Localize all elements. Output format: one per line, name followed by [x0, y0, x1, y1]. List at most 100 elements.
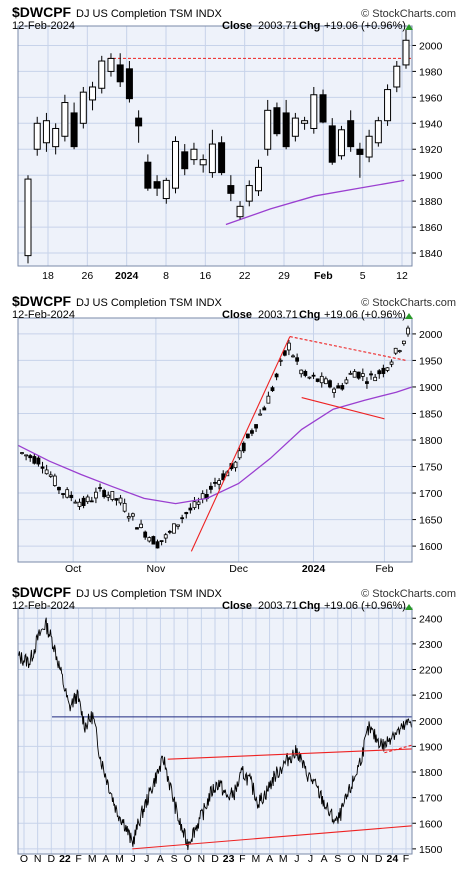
y-tick-label: 2400	[419, 613, 443, 625]
candle-body	[337, 129, 345, 157]
candle-body	[81, 497, 86, 507]
candle-body	[162, 179, 170, 200]
y-tick-label: 1980	[419, 66, 443, 78]
candle-body	[181, 151, 189, 170]
y-tick-label: 1940	[419, 118, 443, 130]
chart-date: 12-Feb-2024	[12, 600, 75, 612]
x-tick-label: N	[34, 853, 42, 865]
candle-body	[213, 482, 217, 484]
candle-body	[135, 117, 143, 127]
candle-body	[303, 370, 308, 376]
candle-body	[20, 452, 24, 454]
candle-body	[340, 385, 345, 390]
candle-body	[85, 496, 90, 503]
trendline	[301, 397, 385, 420]
chart-panel-daily-medium: 1600 1650 1700 1750 1800 1850 1900 1950 2000 Oct N…	[10, 293, 462, 575]
candle-body	[24, 178, 32, 257]
plot-frame	[17, 317, 413, 563]
y-tick-label: 1900	[419, 170, 443, 182]
candle-body	[264, 109, 272, 150]
candle-body	[153, 181, 161, 189]
y-tick-label: 1950	[419, 355, 443, 367]
chart-svg-daily-short: 1840 1860 1880 1900 1920 1940 1960 1980 2000 18 26…	[12, 4, 456, 282]
chg-value: +19.06 (+0.96%)	[324, 20, 406, 32]
candle-body	[282, 350, 287, 356]
candle-body	[116, 64, 124, 83]
candle-body	[236, 205, 244, 218]
candle-body	[237, 450, 242, 459]
x-tick-label: N	[198, 853, 206, 865]
candle-body	[89, 86, 97, 101]
plot-frame	[17, 607, 413, 855]
candle-body	[336, 385, 341, 389]
candle-body	[32, 456, 37, 464]
y-tick-label: 1800	[419, 767, 443, 779]
candle-body	[192, 501, 197, 509]
candle-body	[110, 491, 115, 500]
candle-body	[315, 378, 320, 382]
y-tick-label: 1900	[419, 382, 443, 394]
candle-body	[106, 494, 111, 498]
x-tick-label: A	[321, 853, 328, 865]
x-tick-label: 8	[163, 270, 169, 282]
candle-body	[356, 148, 364, 155]
candle-body	[139, 523, 143, 528]
candle-body	[172, 140, 180, 189]
candle-body	[40, 466, 45, 469]
x-tick-label: J	[294, 853, 299, 865]
candle-body	[77, 501, 82, 507]
close-label: Close	[222, 20, 252, 32]
candle-body	[365, 381, 369, 384]
candle-body	[291, 355, 295, 358]
x-tick-label: 18	[42, 270, 54, 282]
trendline	[167, 748, 413, 760]
candle-body	[323, 378, 328, 385]
candle-body	[208, 485, 213, 490]
candle-body	[180, 517, 185, 520]
candle-body	[270, 387, 275, 392]
candle-body	[273, 107, 281, 135]
trendline	[132, 825, 413, 850]
x-tick-label: 26	[81, 270, 93, 282]
candle-body	[118, 497, 123, 504]
candle-body	[319, 375, 324, 384]
candle-body	[347, 120, 355, 148]
candle-body	[176, 524, 180, 527]
y-tick-label: 2200	[419, 665, 443, 677]
plot-frame	[17, 25, 413, 267]
chart-name: DJ US Completion TSM INDX	[76, 588, 223, 600]
y-tick-label: 1840	[419, 248, 443, 260]
candle-body	[254, 166, 262, 192]
x-tick-label: A	[157, 853, 164, 865]
x-tick-label: D	[375, 853, 383, 865]
y-tick-label: 1920	[419, 144, 443, 156]
x-tick-label: N	[361, 853, 369, 865]
chart-date: 12-Feb-2024	[12, 309, 75, 321]
chg-label: Chg	[299, 20, 320, 32]
candle-body	[98, 60, 106, 89]
x-tick-label: O	[20, 853, 28, 865]
candle-body	[107, 57, 115, 72]
candle-body	[389, 361, 394, 365]
x-tick-label: M	[115, 853, 124, 865]
candle-body	[274, 373, 279, 378]
up-arrow-icon	[405, 313, 413, 319]
candle-body	[184, 512, 189, 515]
chg-value: +19.06 (+0.96%)	[324, 309, 406, 321]
x-tick-label: D	[47, 853, 55, 865]
candle-body	[199, 159, 207, 166]
candle-body	[163, 534, 168, 539]
candle-body	[159, 540, 164, 542]
candle-body	[245, 185, 253, 202]
candle-body	[52, 475, 57, 486]
candle-body	[385, 367, 390, 371]
y-tick-label: 1800	[419, 435, 443, 447]
x-tick-label: 23	[223, 853, 235, 865]
candle-body	[155, 541, 160, 549]
candle-body	[369, 373, 373, 376]
candle-body	[24, 454, 29, 457]
candle-body	[172, 523, 176, 534]
x-tick-label: S	[171, 853, 178, 865]
x-tick-label: Nov	[147, 563, 166, 575]
candle-body	[188, 507, 193, 511]
